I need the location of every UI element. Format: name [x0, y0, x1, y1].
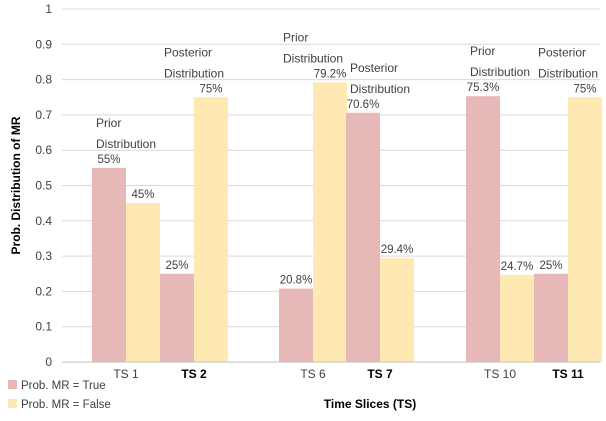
legend: Prob. MR = True Prob. MR = False	[8, 380, 111, 411]
annotation: Posterior Distribution	[164, 45, 224, 80]
bar	[313, 82, 347, 362]
x-category-label: TS 10	[484, 367, 516, 381]
bar	[160, 273, 194, 362]
data-label: 70.6%	[347, 99, 380, 111]
x-category-label: TS 1	[113, 367, 139, 381]
data-label: 25%	[539, 260, 562, 272]
bars	[92, 82, 602, 362]
x-category-label: TS 6	[300, 367, 326, 381]
data-label: 75.3%	[467, 82, 500, 94]
x-category-label: TS 2	[181, 367, 207, 381]
x-category-label: TS 7	[367, 367, 393, 381]
y-tick-label: 0.7	[35, 108, 52, 122]
annotation: Posterior Distribution	[350, 61, 410, 96]
y-tick-label: 0	[45, 355, 52, 369]
annotation: Prior Distribution	[470, 44, 530, 79]
y-tick-label: 0.2	[35, 284, 52, 298]
bar	[346, 112, 380, 362]
y-axis-ticks: 0 0.1 0.2 0.3 0.4 0.5 0.6 0.7 0.8 0.9 1	[35, 2, 52, 369]
data-label: 55%	[97, 154, 120, 166]
legend-swatch	[8, 399, 17, 408]
legend-label: Prob. MR = True	[21, 380, 106, 392]
y-tick-label: 0.6	[35, 143, 52, 157]
bar	[126, 203, 160, 362]
legend-label: Prob. MR = False	[21, 399, 111, 411]
bar	[466, 96, 500, 362]
data-label: 45%	[131, 189, 154, 201]
annotation: Prior Distribution	[283, 30, 343, 65]
y-tick-label: 0.1	[35, 320, 52, 334]
data-label: 29.4%	[381, 244, 414, 256]
data-label: 79.2%	[314, 68, 347, 80]
data-label: 75%	[199, 83, 222, 95]
data-labels: 55% 45% 25% 75% 20.8% 79.2% 70.6% 29.4% 75.3% 24.…	[97, 68, 596, 286]
y-tick-label: 0.9	[35, 37, 52, 51]
y-tick-label: 0.4	[35, 214, 52, 228]
y-tick-label: 0.5	[35, 179, 52, 193]
bar	[92, 167, 126, 362]
data-label: 25%	[165, 260, 188, 272]
bar	[279, 288, 313, 362]
annotation: Posterior Distribution	[538, 45, 598, 80]
data-label: 24.7%	[501, 261, 534, 273]
y-tick-label: 1	[45, 2, 52, 16]
bar	[194, 97, 228, 362]
bar	[568, 97, 602, 362]
bar	[534, 273, 568, 362]
annotation: Prior Distribution	[96, 116, 156, 151]
data-label: 75%	[573, 83, 596, 95]
data-label: 20.8%	[280, 275, 313, 287]
x-axis-title: Time Slices (TS)	[324, 397, 416, 411]
y-tick-label: 0.3	[35, 249, 52, 263]
bar	[500, 274, 534, 362]
x-category-label: TS 11	[552, 367, 584, 381]
legend-swatch	[8, 380, 17, 389]
y-axis-title: Prob. Distribution of MR	[9, 116, 23, 254]
y-tick-label: 0.8	[35, 73, 52, 87]
x-axis-category-labels: TS 1 TS 2 TS 6 TS 7 TS 10 TS 11	[113, 367, 584, 381]
bar	[380, 258, 414, 362]
